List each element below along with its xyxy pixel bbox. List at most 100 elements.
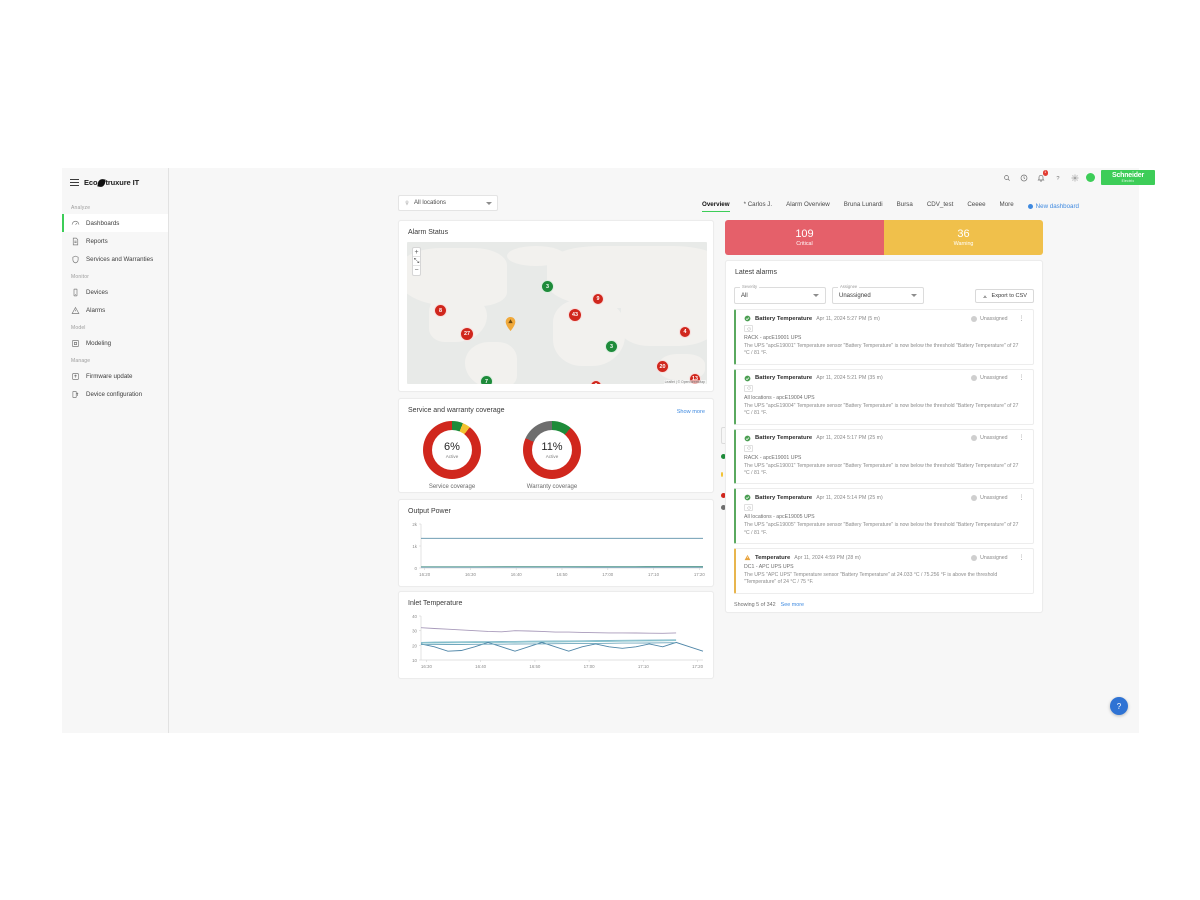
help-fab[interactable]: ? [1110,697,1128,715]
warning-triangle-icon [744,554,751,561]
alarm-list-item[interactable]: Temperature Apr 11, 2024 4:59 PM (28 m) Un… [734,548,1034,594]
map-cluster-marker[interactable]: 20 [656,360,669,373]
service-coverage-label: Service coverage [428,484,476,490]
chart-axis [420,524,703,569]
map-cluster-marker[interactable]: 2 [590,380,602,384]
clock-icon[interactable] [1018,172,1029,183]
location-selector-value: All locations [414,200,447,206]
alarm-acknowledge-chip[interactable] [744,325,753,332]
map-cluster-marker[interactable]: 8 [434,304,447,317]
tab-bruna-lunardi[interactable]: Bruna Lunardi [843,201,883,208]
location-selector[interactable]: All locations [398,195,498,211]
sidebar-item-modeling[interactable]: Modeling [62,334,168,352]
alarm-list-item[interactable]: Battery Temperature Apr 11, 2024 5:14 PM … [734,488,1034,544]
new-dashboard-label: New dashboard [1035,202,1079,210]
alarm-assignee[interactable]: Unassigned ⋮ [971,435,1025,441]
hamburger-menu-icon[interactable] [70,179,79,186]
map-zoom-controls[interactable]: + ⤡ − [412,247,421,276]
alarm-acknowledge-chip[interactable] [744,504,753,512]
leaf-icon [97,177,106,188]
alarm-acknowledge-chip[interactable] [744,444,753,452]
chart-xtick-label: 17:20 [692,664,704,669]
map-cluster-marker[interactable]: 27 [460,327,474,341]
chart-ytick-label: 2k [412,522,417,527]
device-icon [71,288,80,297]
tabs-more-button[interactable]: More [999,201,1014,208]
gear-icon[interactable] [1069,172,1080,183]
see-more-link[interactable]: See more [780,602,805,608]
alarm-assignee[interactable]: Unassigned ⋮ [971,494,1025,501]
se-logo-line2: Electric [1121,179,1135,184]
alarm-list-item[interactable]: Battery Temperature Apr 11, 2024 5:17 PM … [734,428,1034,485]
map-cluster-marker[interactable]: 3 [605,340,618,353]
alarm-overflow-menu-icon[interactable]: ⋮ [1018,435,1025,441]
warning-alarms-tile[interactable]: 36 Warning [884,220,1043,255]
legend-color-swatch [721,471,724,477]
avatar [971,554,978,561]
showing-count: Showing 5 of 342 [734,602,776,608]
sidebar-item-alarms[interactable]: Alarms [62,301,168,319]
tab-overview[interactable]: Overview [702,201,730,212]
new-dashboard-button[interactable]: New dashboard [1027,202,1079,210]
chart-xtick-label: 17:10 [638,664,650,669]
tab-ceeee[interactable]: Ceeee [967,201,986,208]
notification-bell-icon[interactable]: 1 [1035,170,1048,183]
sidebar-item-device-configuration[interactable]: Device configuration [62,385,168,403]
user-avatar[interactable] [1086,173,1095,182]
sidebar-group-label: Manage [71,358,91,364]
alarm-assignee[interactable]: Unassigned ⋮ [971,375,1025,382]
alarm-overflow-menu-icon[interactable]: ⋮ [1018,315,1025,322]
show-more-link[interactable]: Show more [676,409,705,415]
map-cluster-marker[interactable]: 13 [689,373,701,384]
avatar [971,435,978,441]
alarm-assignee[interactable]: Unassigned ⋮ [971,554,1025,561]
map-cluster-marker[interactable]: 7 [480,375,493,384]
tab-carlos-j[interactable]: * Carlos J. [743,201,773,208]
map-cluster-marker[interactable]: 43 [568,308,582,322]
map-cluster-marker[interactable]: 9 [592,293,604,305]
assignee-filter-select[interactable]: Assignee Unassigned [832,284,924,304]
tab-alarm-overview[interactable]: Alarm Overview [786,201,830,208]
chart-ytick-label: 20 [412,643,417,648]
map-warning-pin-icon[interactable] [505,317,516,331]
inlet-temperature-chart: 10 20 30 40 16:30 16:40 16:50 17:00 17:10 17:20 [412,614,704,669]
map-cluster-marker[interactable]: 4 [679,326,691,338]
alarm-overflow-menu-icon[interactable]: ⋮ [1018,494,1025,501]
application-window: Eco truxure IT Analyze Dashboards Reports Se… [62,168,1139,733]
critical-alarms-tile[interactable]: 109 Critical [725,220,884,255]
chart-axis [420,616,703,661]
tab-cdv-test[interactable]: CDV_test [926,201,954,208]
sidebar-item-firmware-update[interactable]: Firmware update [62,367,168,385]
map-cluster-marker[interactable]: 3 [541,280,554,293]
search-icon[interactable] [1001,172,1012,183]
modeling-icon [71,339,80,348]
alarm-list-item[interactable]: Battery Temperature Apr 11, 2024 5:27 PM … [734,309,1034,365]
alarm-timestamp: Apr 11, 2024 4:59 PM (28 m) [794,554,861,561]
sidebar-item-devices[interactable]: Devices [62,283,168,301]
alarm-list-item[interactable]: Battery Temperature Apr 11, 2024 5:21 PM … [734,368,1034,425]
sidebar-item-label: Services and Warranties [86,255,154,263]
chart-series-line [420,641,704,652]
top-bar: All locations Overview * Carlos J. Alarm O… [169,168,1139,214]
service-coverage-percent: 6% [444,441,460,453]
help-question-icon[interactable]: ? [1052,172,1063,183]
map-zoom-out-button[interactable]: − [414,267,419,274]
sidebar-nav: Analyze Dashboards Reports Services and War… [62,199,168,403]
tab-bursa[interactable]: Bursa [896,201,913,208]
sidebar-item-reports[interactable]: Reports [62,232,168,250]
sidebar-item-services-and-warranties[interactable]: Services and Warranties [62,250,168,268]
alarm-acknowledge-chip[interactable] [744,384,753,392]
severity-filter-select[interactable]: Severity All [734,284,826,304]
sidebar-item-label: Devices [86,288,109,296]
alarm-overflow-menu-icon[interactable]: ⋮ [1018,375,1025,382]
alarm-location: All locations - apcE19004 UPS [744,394,815,401]
map-fit-button[interactable]: ⤡ [413,257,420,266]
alarm-assignee[interactable]: Unassigned ⋮ [971,315,1025,322]
alarm-overflow-menu-icon[interactable]: ⋮ [1018,554,1025,561]
check-circle-icon [744,435,751,441]
sidebar-item-dashboards[interactable]: Dashboards [62,214,168,232]
world-map[interactable]: + ⤡ − 394382743201372 Leaflet | © OpenSt… [407,242,707,384]
export-to-csv-button[interactable]: Export to CSV [974,289,1034,303]
alarm-location: RACK - apcE19001 UPS [744,335,802,341]
map-zoom-in-button[interactable]: + [413,248,420,257]
